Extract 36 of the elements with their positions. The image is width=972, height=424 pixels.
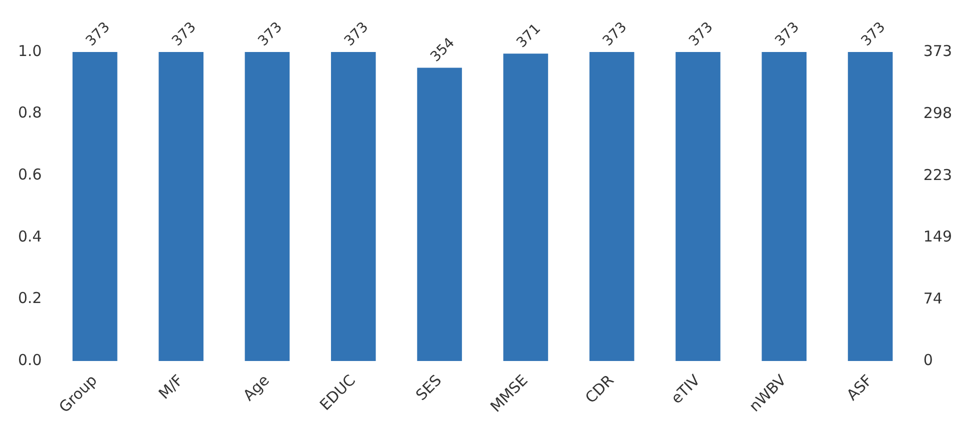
y-tick-label: 0.0 [18, 350, 42, 369]
data-label: 373 [341, 19, 372, 50]
bar [762, 52, 807, 361]
y-tick-label: 1.0 [18, 42, 42, 60]
bar [417, 68, 462, 361]
data-label: 371 [514, 20, 544, 52]
x-tick-label: SES [412, 371, 446, 404]
bar [848, 52, 893, 361]
y2-tick-label: 0 [923, 350, 933, 369]
y-tick-label: 0.4 [18, 227, 42, 246]
y2-tick-label: 74 [923, 290, 942, 308]
bar [503, 54, 548, 361]
y2-tick-label: 373 [923, 42, 952, 60]
y2-tick-label: 223 [923, 166, 952, 184]
y-tick-label: 0.2 [18, 289, 42, 308]
x-tick-label: CDR [582, 371, 618, 407]
data-label: 373 [83, 19, 114, 50]
y-tick-label: 0.8 [18, 104, 42, 122]
x-tick-label: Age [240, 371, 273, 404]
data-label: 354 [428, 34, 458, 66]
data-label: 373 [858, 19, 889, 50]
data-label: 373 [255, 19, 286, 50]
bar [158, 52, 204, 361]
data-label: 373 [600, 19, 630, 50]
bar [244, 52, 290, 361]
data-label: 373 [686, 19, 716, 50]
data-label: 373 [169, 19, 200, 50]
x-tick-label: M/F [155, 371, 187, 403]
bar [72, 52, 118, 361]
data-label: 373 [772, 19, 802, 50]
y-tick-label: 0.6 [18, 165, 42, 184]
y2-tick-label: 298 [923, 104, 952, 122]
bar [589, 52, 634, 361]
bar [330, 52, 376, 361]
bar [676, 52, 720, 361]
y2-tick-label: 149 [923, 227, 952, 246]
